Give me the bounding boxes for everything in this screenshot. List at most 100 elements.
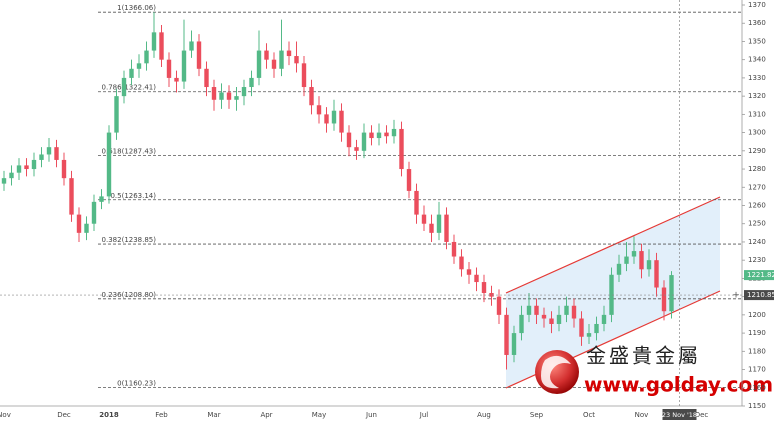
fib-label: 0.382(1238.85) xyxy=(102,236,157,244)
y-tick-label: 1280 xyxy=(748,165,766,173)
candle-body xyxy=(174,77,179,82)
candle-body xyxy=(481,282,487,293)
candle-body xyxy=(399,128,404,170)
candle-body xyxy=(279,50,284,69)
candle-body xyxy=(631,251,637,257)
x-tick-label: Feb xyxy=(155,411,168,419)
x-tick-label: Aug xyxy=(477,411,491,419)
candle-body xyxy=(519,314,524,334)
x-tick-label: Nov xyxy=(635,411,649,419)
x-tick-label: Sep xyxy=(530,411,544,419)
candle-body xyxy=(24,165,29,170)
candle-body xyxy=(466,269,472,275)
candle-body xyxy=(406,169,412,191)
candle-body xyxy=(91,201,97,224)
last-price-box xyxy=(744,270,774,281)
candle-body xyxy=(616,263,622,275)
y-tick-label: 1260 xyxy=(748,202,766,210)
fib-label: 0.5(1263.14) xyxy=(110,192,156,200)
candle-body xyxy=(384,132,389,137)
candle-body xyxy=(99,196,104,202)
candle-body xyxy=(129,68,134,78)
y-tick-label: 1350 xyxy=(748,37,766,45)
candle-body xyxy=(166,59,172,78)
candle-body xyxy=(151,32,157,51)
candle-body xyxy=(376,132,382,139)
candle-body xyxy=(136,63,142,69)
candle-body xyxy=(84,223,89,233)
candle-body xyxy=(219,92,224,100)
candle-body xyxy=(159,32,164,60)
candle-body xyxy=(121,77,127,97)
logo-swoosh xyxy=(541,355,571,389)
candle-body xyxy=(609,274,614,315)
x-tick-label: Mar xyxy=(207,411,220,419)
candle-body xyxy=(624,256,629,264)
candle-body xyxy=(541,314,547,319)
candle-body xyxy=(181,50,187,82)
x-tick-label: 2018 xyxy=(99,411,119,419)
candle-body xyxy=(594,323,599,334)
y-tick-label: 1300 xyxy=(748,129,766,137)
candle-body xyxy=(504,314,509,355)
y-tick-label: 1190 xyxy=(748,329,766,337)
watermark-url: www.golday.com xyxy=(584,373,773,397)
candle-body xyxy=(369,132,374,139)
y-tick-label: 1340 xyxy=(748,56,766,64)
y-tick-label: 1270 xyxy=(748,183,766,191)
candle-body xyxy=(234,96,239,100)
candle-body xyxy=(421,214,427,224)
candle-body xyxy=(256,50,262,78)
x-tick-label: Dec xyxy=(57,411,71,419)
candle-body xyxy=(556,314,562,324)
y-tick-label: 1230 xyxy=(748,256,766,264)
candle-body xyxy=(414,190,419,215)
candle-body xyxy=(361,132,367,151)
x-tick-label: May xyxy=(312,411,326,419)
candle-body xyxy=(9,172,14,179)
crosshair-price: 1210.85 xyxy=(747,291,776,299)
candle-body xyxy=(54,147,59,160)
candle-body xyxy=(286,50,292,57)
candle-body xyxy=(549,318,554,324)
candle-body xyxy=(76,214,82,233)
y-tick-label: 1240 xyxy=(748,238,766,246)
candle-body xyxy=(46,147,52,155)
candle-body xyxy=(646,260,652,270)
crosshair-date-box xyxy=(662,409,697,420)
candle-body xyxy=(211,87,217,100)
candle-body xyxy=(436,214,442,233)
candle-body xyxy=(451,241,457,257)
y-tick-label: 1290 xyxy=(748,147,766,155)
candle-body xyxy=(661,287,667,312)
candle-body xyxy=(226,92,232,100)
fib-label: 1(1366.06) xyxy=(117,4,156,12)
candle-body xyxy=(496,296,502,315)
candle-body xyxy=(564,305,569,315)
candle-body xyxy=(31,159,37,170)
crosshair-date: 23 Nov '18 xyxy=(662,411,697,419)
candle-body xyxy=(294,56,299,64)
candle-body xyxy=(579,318,584,337)
candle-body xyxy=(654,260,659,288)
fib-label: 0.618(1287.43) xyxy=(102,148,157,156)
y-tick-label: 1170 xyxy=(748,366,766,374)
y-tick-label: 1370 xyxy=(748,1,766,9)
x-tick-label: Jul xyxy=(419,411,429,419)
candle-body xyxy=(69,178,74,215)
y-tick-label: 1200 xyxy=(748,311,766,319)
candle-body xyxy=(339,110,344,133)
x-tick-label: Dec xyxy=(695,411,709,419)
y-tick-label: 1360 xyxy=(748,19,766,27)
candle-body xyxy=(331,110,337,124)
candle-body xyxy=(144,50,149,64)
candle-body xyxy=(189,41,194,51)
candle-body xyxy=(669,275,674,312)
x-tick-label: Nov xyxy=(0,411,11,419)
candle-body xyxy=(204,68,209,88)
crosshair-plus: + xyxy=(732,291,740,301)
candle-body xyxy=(429,223,434,233)
candle-body xyxy=(474,274,479,283)
candle-body xyxy=(61,159,67,179)
crosshair-price-box xyxy=(744,290,774,301)
